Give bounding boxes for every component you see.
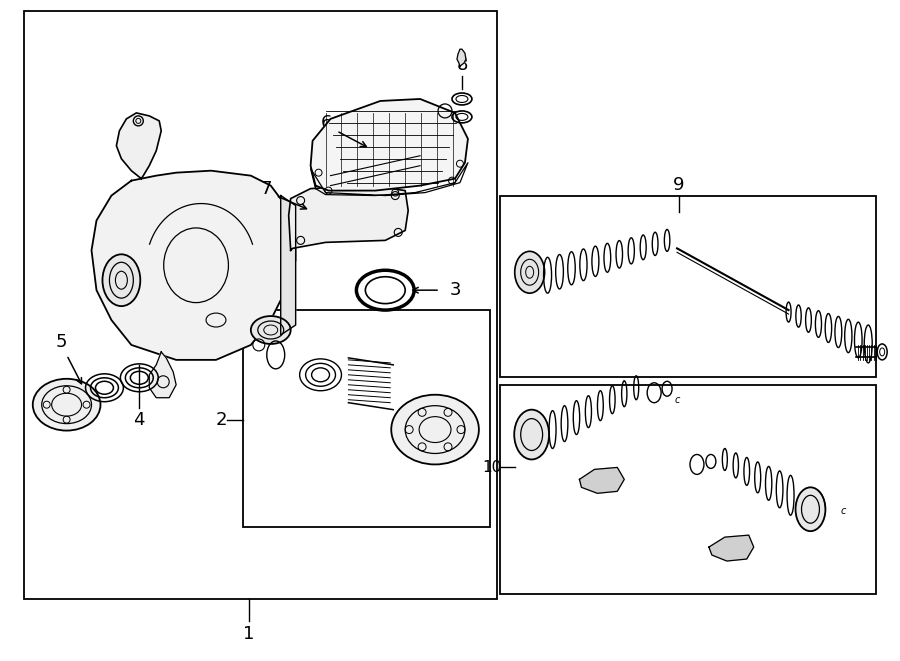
Polygon shape (281, 196, 296, 335)
Text: 4: 4 (133, 410, 145, 428)
Text: 2: 2 (215, 410, 227, 428)
Text: c: c (674, 395, 680, 405)
Ellipse shape (32, 379, 101, 430)
Ellipse shape (514, 410, 549, 459)
Text: 1: 1 (243, 625, 255, 642)
Bar (500, 385, 877, 594)
Ellipse shape (392, 395, 479, 465)
Text: 6: 6 (320, 114, 332, 132)
Ellipse shape (251, 316, 291, 344)
Polygon shape (457, 49, 466, 66)
Polygon shape (709, 535, 753, 561)
Bar (243, 310, 490, 527)
Ellipse shape (796, 487, 825, 531)
Polygon shape (149, 352, 176, 398)
Polygon shape (580, 467, 625, 493)
Polygon shape (289, 186, 409, 251)
Polygon shape (310, 99, 468, 190)
Text: 3: 3 (449, 281, 461, 299)
Polygon shape (92, 171, 296, 360)
Text: 8: 8 (456, 56, 468, 74)
Text: 5: 5 (56, 333, 68, 351)
Polygon shape (116, 113, 161, 178)
Ellipse shape (103, 254, 140, 306)
Text: 10: 10 (482, 460, 501, 475)
Bar (23, 11, 497, 599)
Text: 9: 9 (673, 176, 685, 194)
Ellipse shape (515, 251, 544, 293)
Text: c: c (841, 506, 846, 516)
Bar (500, 196, 877, 377)
Text: 7: 7 (260, 180, 272, 198)
